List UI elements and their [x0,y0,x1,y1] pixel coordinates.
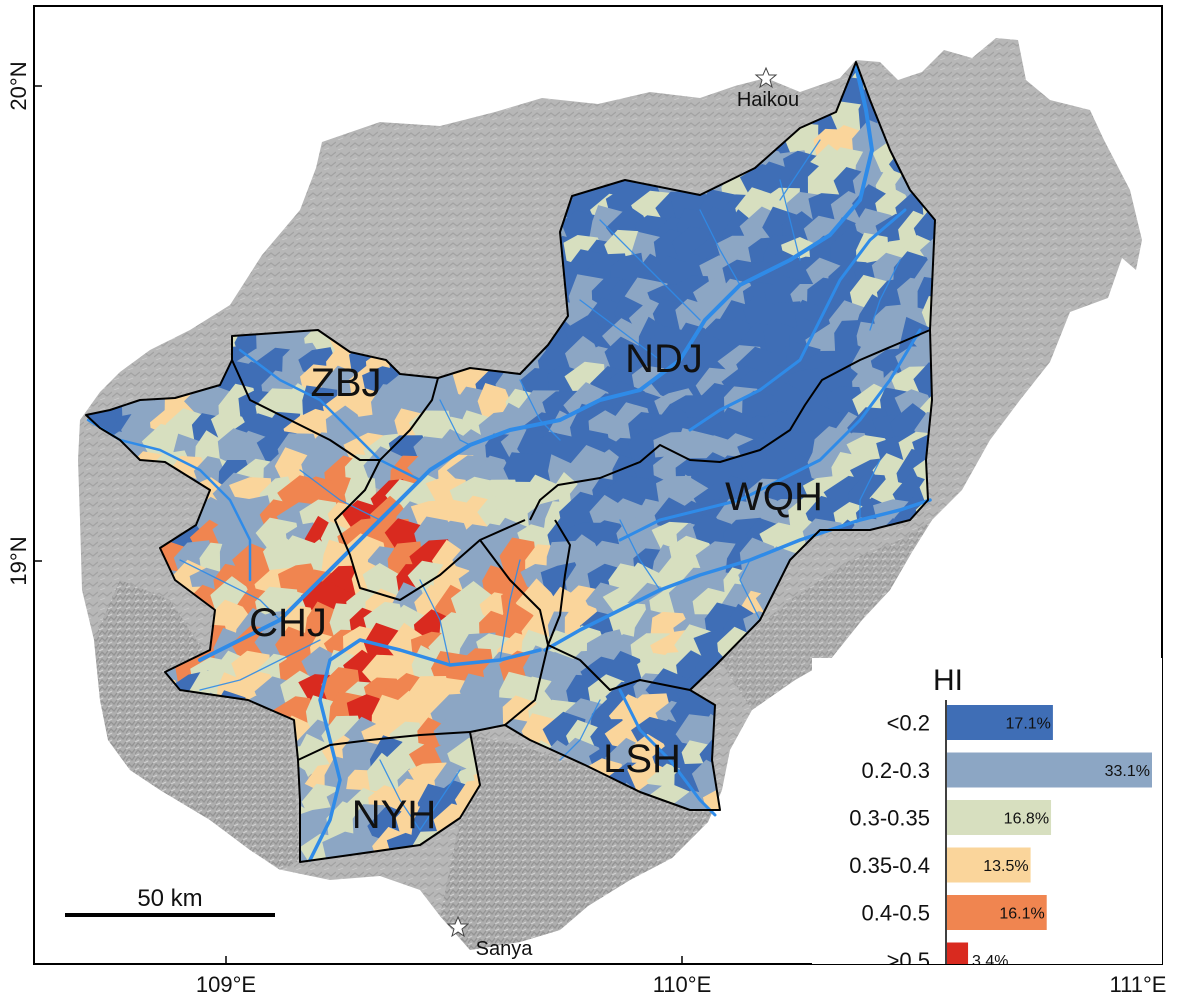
legend-rows: <0.2 17.1% 0.2-0.3 33.1% 0.3-0.35 16.8% 0.35-0… [849,705,1152,973]
star-icon [446,915,470,938]
legend-class-label: 0.3-0.35 [849,806,930,831]
legend-percent-label: 17.1% [1006,716,1051,733]
basin-label-wqh: WQH [725,475,823,519]
legend-row: 0.35-0.4 13.5% [849,847,1031,883]
scale-bar-label: 50 km [137,885,202,912]
legend-bar [947,847,1031,883]
legend-percent-label: 13.5% [983,858,1028,875]
scale-bar: 50 km [65,885,275,917]
tributary [519,379,561,441]
basin-label-ndj: NDJ [625,337,703,381]
lat-label-20n: 20°N [6,61,31,110]
legend-class-label: 0.35-0.4 [849,853,930,878]
legend-row: 0.2-0.3 33.1% [862,752,1152,788]
zbj-river [238,348,422,482]
star-icon [754,66,778,89]
ndj-chj-boundary [334,377,526,601]
zbj-boundary [231,359,380,461]
legend-bar [947,705,1053,740]
axis-labels: 20°N 19°N 109°E 110°E 111°E [6,61,1166,997]
tributary [599,219,701,321]
sub-catchment [367,752,401,794]
legend-row: 0.4-0.5 16.1% [862,895,1047,930]
basins-outline [85,61,936,863]
legend-percent-label: 16.8% [1004,811,1049,828]
tributary [619,519,661,591]
tributary [869,259,901,331]
east-river [543,498,932,652]
legend-percent-label: 33.1% [1105,763,1150,780]
sub-catchment [914,411,935,458]
south-river [308,638,542,862]
lon-label-109e: 109°E [196,972,256,997]
tributary [779,139,821,201]
legend-percent-label: 16.1% [999,906,1044,923]
tributary [779,179,801,261]
tributary [739,559,761,621]
sub-catchment [385,690,432,737]
east-relief [720,520,932,710]
tributary [499,559,521,661]
city-label-haikou: Haikou [737,89,799,111]
tributary [579,299,661,361]
basin-boundaries [85,61,936,863]
tributary [699,209,741,286]
legend-row: <0.2 17.1% [887,705,1053,740]
tributary [199,639,321,691]
legend-class-label: 0.4-0.5 [862,901,931,926]
legend-row: 0.3-0.35 16.8% [849,800,1052,835]
legend-bar [947,942,969,964]
southeast-relief [440,735,722,950]
legend-row: >0.5 3.4% [887,942,1009,973]
main-river [198,64,874,662]
basin-labels: NDJ ZBJ WQH CHJ LSH NYH [249,337,823,837]
tributary [179,559,281,621]
river-network [86,64,932,862]
tributary [299,469,401,521]
basin-label-nyh: NYH [352,793,436,837]
tributary [559,699,601,761]
wqh-river [618,328,922,542]
basin-label-chj: CHJ [249,601,327,645]
legend-class-label: >0.5 [887,948,930,973]
lon-label-110e: 110°E [653,972,712,997]
basin-label-lsh: LSH [603,737,681,781]
chj-nyh-boundary [297,731,471,761]
city-label-sanya: Sanya [476,938,534,960]
sub-catchment [275,626,320,664]
legend-class-label: <0.2 [887,711,930,736]
lsh-river [618,688,717,817]
legend-bar [947,800,1052,835]
chj-lsh-boundary [479,539,549,726]
city-sanya: Sanya [446,915,534,960]
basin-label-zbj: ZBJ [310,361,381,405]
tributary [419,769,461,831]
ndj-wqh-boundary [529,329,931,521]
legend-bar [947,895,1047,930]
lon-label-111e: 111°E [1110,972,1167,997]
southern-relief [94,580,300,870]
tributary [379,759,421,831]
legend-percent-label: 3.4% [972,953,1008,970]
legend-title: HI [933,664,963,697]
tributary [439,399,471,446]
tributary [419,579,451,666]
tributary [859,459,881,521]
legend-class-label: 0.2-0.3 [862,758,931,783]
legend: HI <0.2 17.1%0.2-0.3 33.1%0.3-0.35 16.8%0.3… [812,658,1162,973]
legend-bar [947,752,1152,788]
city-haikou: Haikou [737,66,799,111]
northeast-river [688,208,907,432]
lat-label-19n: 19°N [6,536,31,585]
